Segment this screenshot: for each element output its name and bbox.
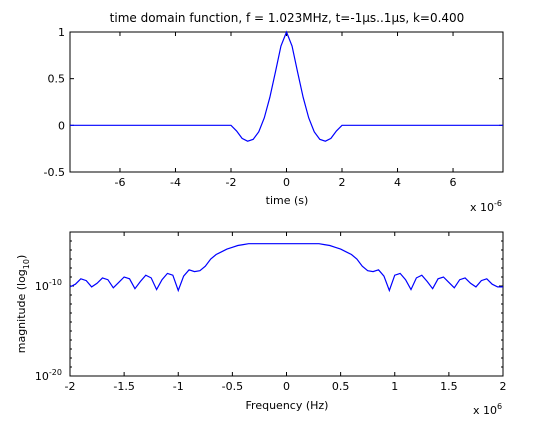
frequency-domain-ylabel: magnitude (log10)	[15, 255, 31, 354]
time-domain-axes-box	[69, 31, 504, 173]
time-domain-ytick-label: -0.5	[44, 166, 65, 179]
frequency-domain-xtick-label: 0	[283, 380, 290, 393]
time-domain-xtick-label: 2	[339, 176, 346, 189]
time-domain-xtick-label: 4	[394, 176, 401, 189]
frequency-domain-plot: -2 -1.5 -1 -0.5 0 0.5 1 1.5 2 10-20 10-10 Frequenc…	[15, 231, 507, 417]
frequency-domain-xtick-label: 1	[391, 380, 398, 393]
time-domain-ytick-label: 1	[58, 26, 65, 39]
time-domain-xtick-label: -6	[114, 176, 125, 189]
time-domain-xlabel: time (s)	[266, 194, 309, 207]
frequency-domain-xtick-label: -1.5	[113, 380, 134, 393]
time-domain-ytick-label: 0	[58, 119, 65, 132]
frequency-domain-xtick-label: 1.5	[440, 380, 458, 393]
time-domain-plot: time domain function, f = 1.023MHz, t=-1…	[44, 11, 504, 214]
frequency-domain-xtick-label: -2	[65, 380, 76, 393]
frequency-domain-xlabel: Frequency (Hz)	[246, 399, 329, 412]
time-domain-series-line	[70, 30, 503, 142]
time-domain-ytick-label: 0.5	[48, 73, 66, 86]
frequency-domain-xtick-label: 0.5	[332, 380, 350, 393]
time-domain-xtick-label: 0	[283, 176, 290, 189]
frequency-domain-xtick-label: -1	[173, 380, 184, 393]
frequency-domain-xtick-label: 2	[500, 380, 507, 393]
frequency-domain-ytick-label: 10-10	[35, 278, 62, 293]
frequency-domain-ytick-label: 10-20	[35, 368, 62, 383]
frequency-domain-series-line	[69, 243, 503, 293]
frequency-domain-axes-box	[69, 231, 504, 377]
time-domain-x-exponent: x 10-6	[470, 199, 502, 214]
frequency-domain-xtick-label: -0.5	[222, 380, 243, 393]
time-domain-xtick-label: 6	[450, 176, 457, 189]
frequency-domain-x-exponent: x 106	[473, 402, 502, 417]
time-domain-title: time domain function, f = 1.023MHz, t=-1…	[110, 11, 465, 25]
time-domain-xtick-label: -2	[226, 176, 237, 189]
time-domain-xtick-label: -4	[170, 176, 181, 189]
